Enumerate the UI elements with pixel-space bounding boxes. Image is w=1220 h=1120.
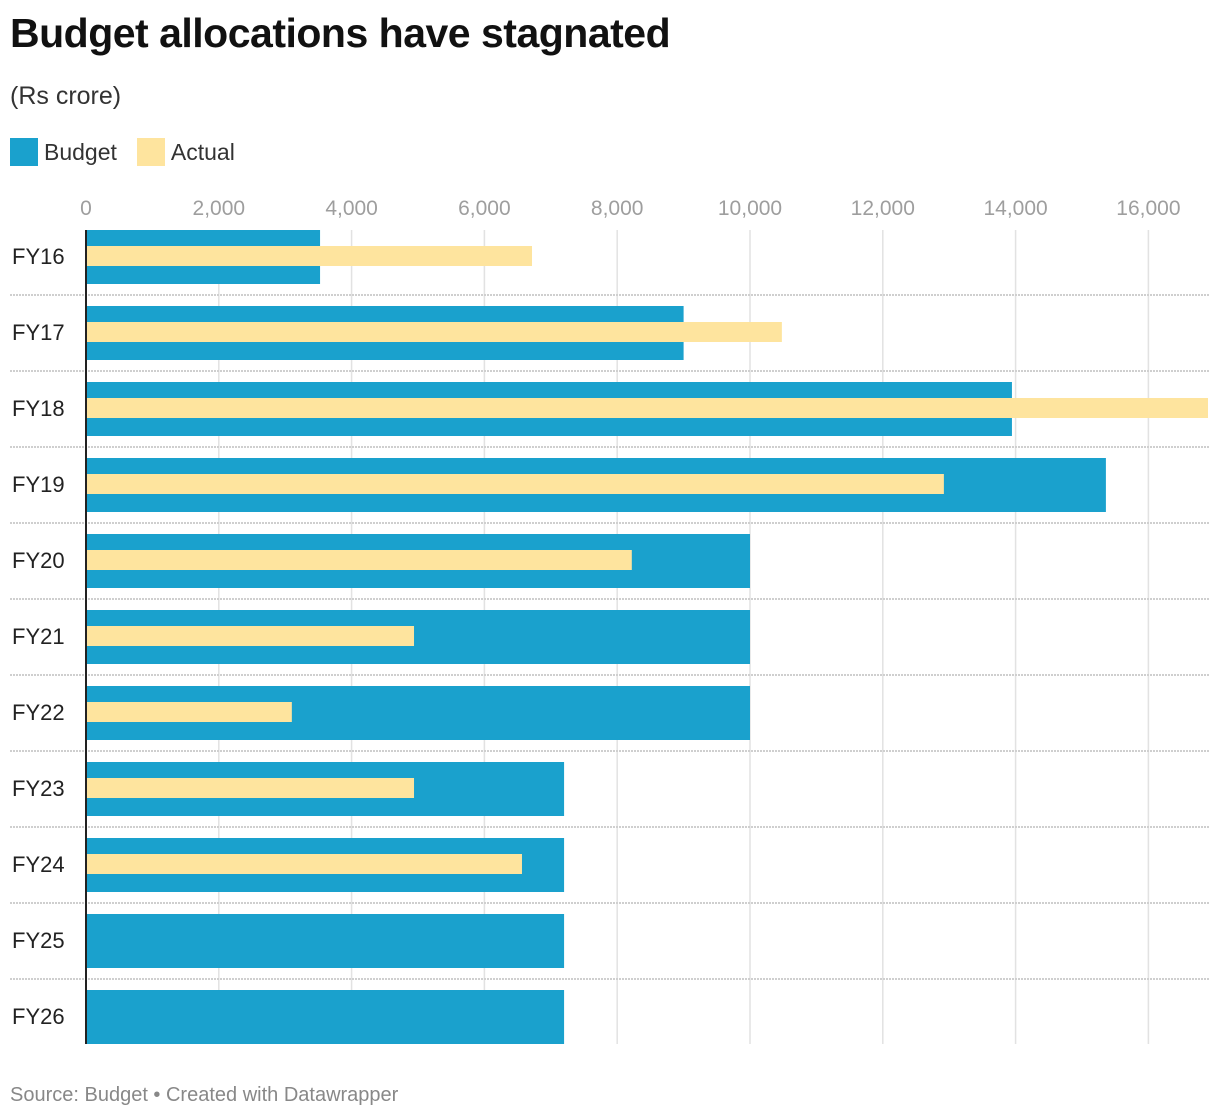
category-label: FY26 [12, 1004, 65, 1029]
actual-bar [86, 246, 533, 266]
category-label: FY20 [12, 548, 65, 573]
actual-bar [86, 778, 415, 798]
category-label: FY25 [12, 928, 65, 953]
category-label: FY18 [12, 396, 65, 421]
actual-bar [86, 550, 632, 570]
budget-bar [86, 534, 750, 588]
actual-bar [86, 474, 944, 494]
legend-swatch-budget [10, 138, 38, 166]
budget-bar [86, 230, 321, 284]
actual-bar [86, 322, 782, 342]
actual-bar [86, 702, 292, 722]
x-tick-label: 12,000 [851, 197, 915, 220]
legend-swatch-actual [136, 138, 165, 166]
category-label: FY19 [12, 472, 65, 497]
budget-bar [86, 610, 750, 664]
budget-bar [86, 686, 750, 740]
legend-item-actual: Actual [136, 138, 235, 166]
x-tick-label: 8,000 [591, 197, 644, 220]
chart-subtitle: (Rs crore) [10, 82, 122, 110]
budget-bar [86, 382, 1012, 436]
x-tick-label: 2,000 [193, 197, 246, 220]
x-tick-label: 6,000 [458, 197, 511, 220]
legend-item-budget: Budget [10, 138, 117, 166]
x-tick-label: 0 [80, 197, 92, 220]
legend-label-actual: Actual [170, 138, 235, 165]
budget-bar [86, 914, 565, 968]
category-label: FY21 [12, 624, 65, 649]
budget-bar [86, 990, 565, 1044]
budget-bar [86, 762, 565, 816]
x-tick-label: 14,000 [983, 197, 1047, 220]
category-label: FY17 [12, 320, 65, 345]
category-label: FY16 [12, 244, 65, 269]
category-label: FY23 [12, 776, 65, 801]
x-tick-label: 16,000 [1116, 197, 1180, 220]
budget-bar [86, 458, 1106, 512]
legend: Budget Actual [10, 138, 235, 166]
category-label: FY22 [12, 700, 65, 725]
source-note: Source: Budget • Created with Datawrappe… [10, 1084, 399, 1106]
x-tick-label: 4,000 [325, 197, 378, 220]
budget-bar [86, 838, 565, 892]
budget-bar [86, 306, 684, 360]
x-tick-label: 10,000 [718, 197, 782, 220]
category-label: FY24 [12, 852, 65, 877]
actual-bar [86, 398, 1208, 418]
actual-bar [86, 626, 415, 646]
actual-bar [86, 854, 522, 874]
chart-title: Budget allocations have stagnated [10, 10, 671, 56]
legend-label-budget: Budget [44, 138, 117, 165]
